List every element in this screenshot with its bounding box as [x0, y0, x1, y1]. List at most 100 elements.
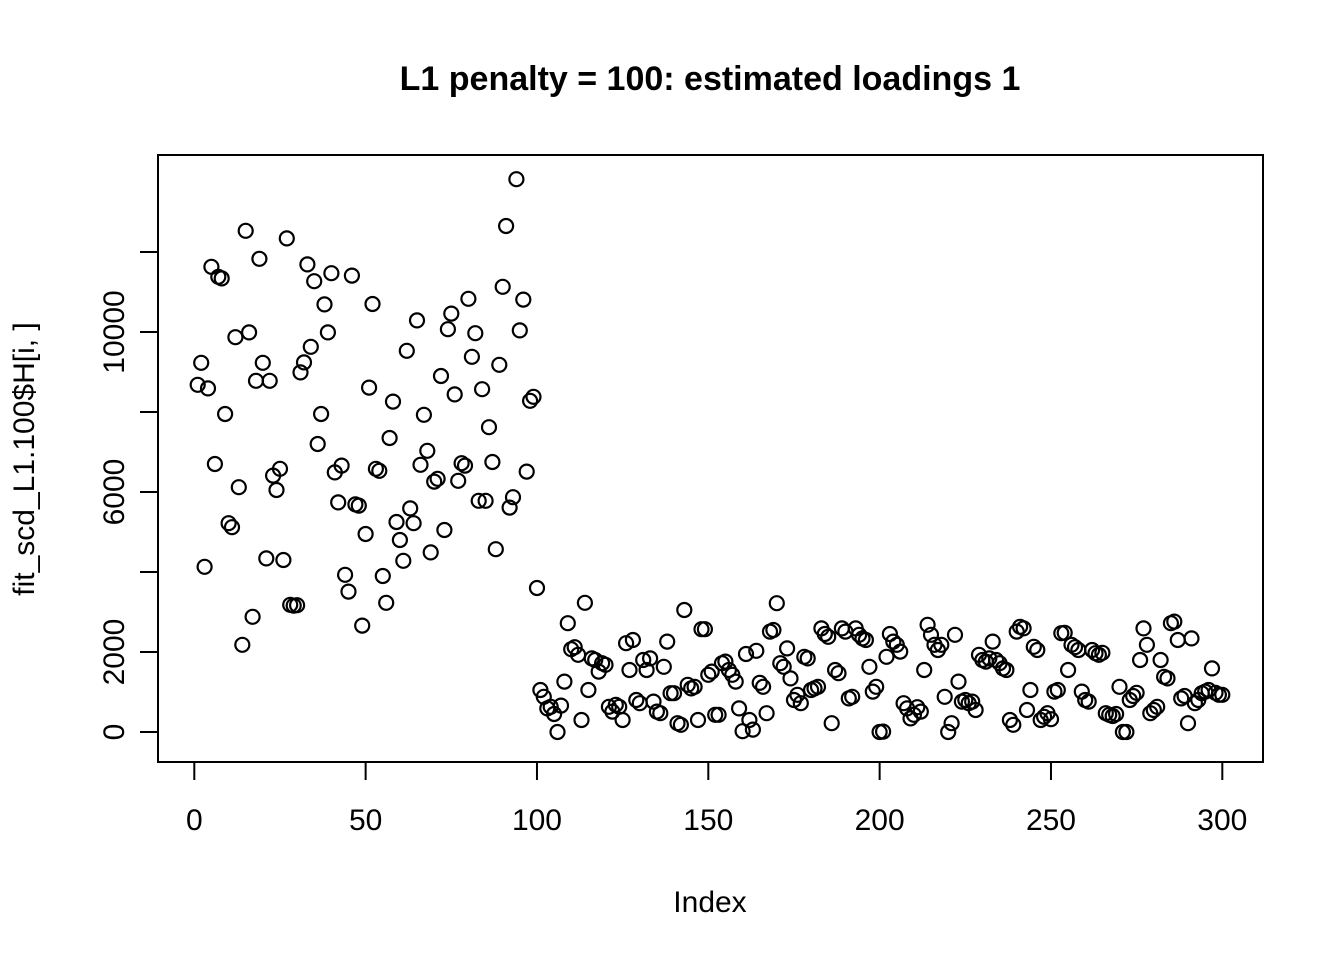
data-point: [299, 256, 316, 273]
data-point: [549, 723, 566, 741]
data-point: [474, 381, 491, 398]
data-point: [467, 325, 484, 342]
data-point: [1094, 644, 1111, 661]
data-point: [319, 324, 336, 341]
data-point: [778, 640, 796, 657]
data-point: [237, 222, 254, 239]
data-point: [614, 711, 631, 729]
data-point: [628, 691, 645, 709]
data-point: [984, 633, 1001, 650]
data-point: [1118, 723, 1135, 741]
data-point: [217, 405, 234, 423]
data-point: [508, 171, 525, 188]
data-point: [737, 645, 755, 663]
data-point: [501, 499, 518, 516]
data-point: [676, 601, 693, 619]
data-point: [251, 250, 268, 267]
data-point: [597, 656, 614, 673]
data-point: [631, 695, 648, 712]
data-point: [439, 321, 456, 338]
data-point: [361, 379, 378, 396]
data-point: [1029, 641, 1046, 659]
data-point: [429, 470, 446, 487]
data-point: [333, 457, 350, 474]
data-point: [1005, 716, 1022, 733]
data-point: [1035, 708, 1053, 725]
data-point: [258, 550, 275, 567]
data-point: [268, 481, 285, 499]
data-point: [826, 661, 844, 679]
data-point: [576, 594, 594, 611]
data-point: [689, 711, 707, 729]
data-point: [782, 670, 799, 687]
axes: 0 50 100 150 200 250 300 0 2000 6000 10000: [98, 154, 1264, 837]
data-point: [809, 678, 827, 695]
data-point: [247, 372, 265, 389]
data-point: [463, 348, 480, 365]
data-point: [772, 655, 789, 672]
data-point: [498, 217, 515, 235]
data-point: [446, 386, 463, 403]
data-point: [621, 661, 638, 679]
data-point: [998, 661, 1015, 679]
data-point: [378, 594, 395, 611]
data-point: [751, 674, 768, 691]
data-point: [758, 705, 775, 722]
data-point: [323, 265, 340, 282]
data-point: [635, 651, 652, 669]
data-point: [302, 338, 319, 355]
data-point: [374, 567, 391, 585]
data-point: [645, 693, 662, 710]
data-point: [1173, 690, 1190, 707]
data-point: [717, 653, 734, 670]
data-point: [384, 393, 402, 410]
data-point: [833, 620, 851, 637]
data-point: [1066, 639, 1084, 656]
data-point: [857, 631, 875, 649]
data-point: [234, 636, 251, 653]
data-point: [241, 324, 258, 341]
data-point: [487, 541, 504, 558]
data-point: [364, 295, 381, 313]
data-point: [432, 367, 450, 385]
data-point: [330, 494, 347, 511]
data-point: [199, 380, 217, 397]
y-axis-label: fit_scd_L1.100$H[i, ]: [8, 322, 41, 596]
data-point: [426, 473, 443, 490]
data-point: [1042, 711, 1060, 728]
data-point: [659, 633, 676, 650]
data-point: [727, 673, 744, 690]
data-point: [874, 723, 892, 740]
data-point: [1018, 701, 1036, 719]
data-point: [309, 435, 326, 453]
data-point: [1080, 693, 1097, 710]
data-point: [230, 479, 247, 496]
data-point: [391, 531, 408, 549]
data-point: [943, 715, 960, 732]
data-point: [494, 278, 511, 295]
data-point: [453, 455, 470, 472]
data-point: [213, 270, 230, 287]
x-tick-label: 300: [1197, 804, 1247, 837]
data-point: [419, 442, 436, 459]
data-point: [912, 703, 929, 720]
data-point: [573, 711, 590, 729]
data-point: [950, 673, 967, 690]
data-point: [624, 631, 642, 649]
data-point: [892, 643, 909, 660]
data-point: [470, 492, 487, 509]
data-point: [450, 472, 467, 489]
data-point: [196, 558, 213, 575]
data-point: [350, 497, 367, 514]
data-point: [1001, 711, 1019, 729]
data-point: [189, 376, 206, 393]
data-point: [936, 688, 953, 705]
data-point: [964, 693, 981, 710]
data-point: [940, 723, 957, 741]
data-point: [402, 500, 419, 517]
data-point: [480, 419, 498, 436]
data-point: [525, 388, 542, 405]
data-point: [556, 673, 573, 690]
data-point: [244, 608, 261, 625]
